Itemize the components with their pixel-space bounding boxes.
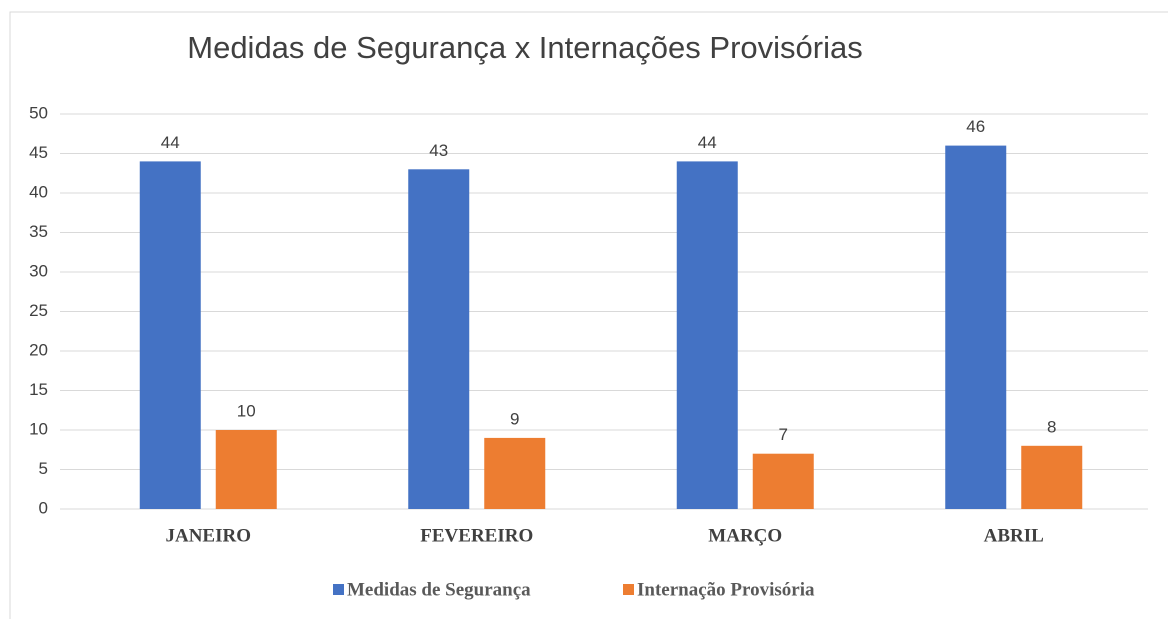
chart-frame bbox=[9, 11, 1168, 619]
y-tick-label: 25 bbox=[29, 301, 48, 320]
value-label: 8 bbox=[1047, 417, 1056, 436]
x-tick-label: JANEIRO bbox=[165, 525, 251, 546]
value-label: 44 bbox=[698, 133, 717, 152]
bar bbox=[215, 430, 277, 509]
bar bbox=[139, 161, 201, 509]
legend-swatch bbox=[623, 584, 634, 595]
y-tick-label: 50 bbox=[29, 103, 48, 122]
y-tick-label: 5 bbox=[39, 459, 48, 478]
y-tick-label: 30 bbox=[29, 261, 48, 280]
x-tick-label: FEVEREIRO bbox=[420, 525, 533, 546]
value-label: 44 bbox=[161, 133, 180, 152]
bar bbox=[408, 169, 470, 510]
y-tick-label: 10 bbox=[29, 419, 48, 438]
x-tick-label: MARÇO bbox=[708, 525, 782, 546]
y-tick-label: 40 bbox=[29, 182, 48, 201]
value-label: 43 bbox=[429, 141, 448, 160]
bar bbox=[752, 453, 814, 509]
value-label: 46 bbox=[966, 117, 985, 136]
bar bbox=[484, 437, 546, 509]
legend-label: Medidas de Segurança bbox=[347, 579, 531, 600]
bar bbox=[676, 161, 738, 509]
y-tick-label: 35 bbox=[29, 222, 48, 241]
bar bbox=[945, 145, 1007, 509]
legend-label: Internação Provisória bbox=[637, 579, 815, 600]
bar bbox=[1021, 445, 1083, 509]
y-tick-label: 15 bbox=[29, 380, 48, 399]
value-label: 7 bbox=[779, 425, 788, 444]
chart-title: Medidas de Segurança x Internações Provi… bbox=[187, 30, 862, 65]
value-label: 9 bbox=[510, 409, 519, 428]
legend-swatch bbox=[333, 584, 344, 595]
y-tick-label: 45 bbox=[29, 143, 48, 162]
y-tick-label: 20 bbox=[29, 340, 48, 359]
value-label: 10 bbox=[237, 401, 256, 420]
y-tick-label: 0 bbox=[39, 498, 48, 517]
x-tick-label: ABRIL bbox=[984, 525, 1044, 546]
